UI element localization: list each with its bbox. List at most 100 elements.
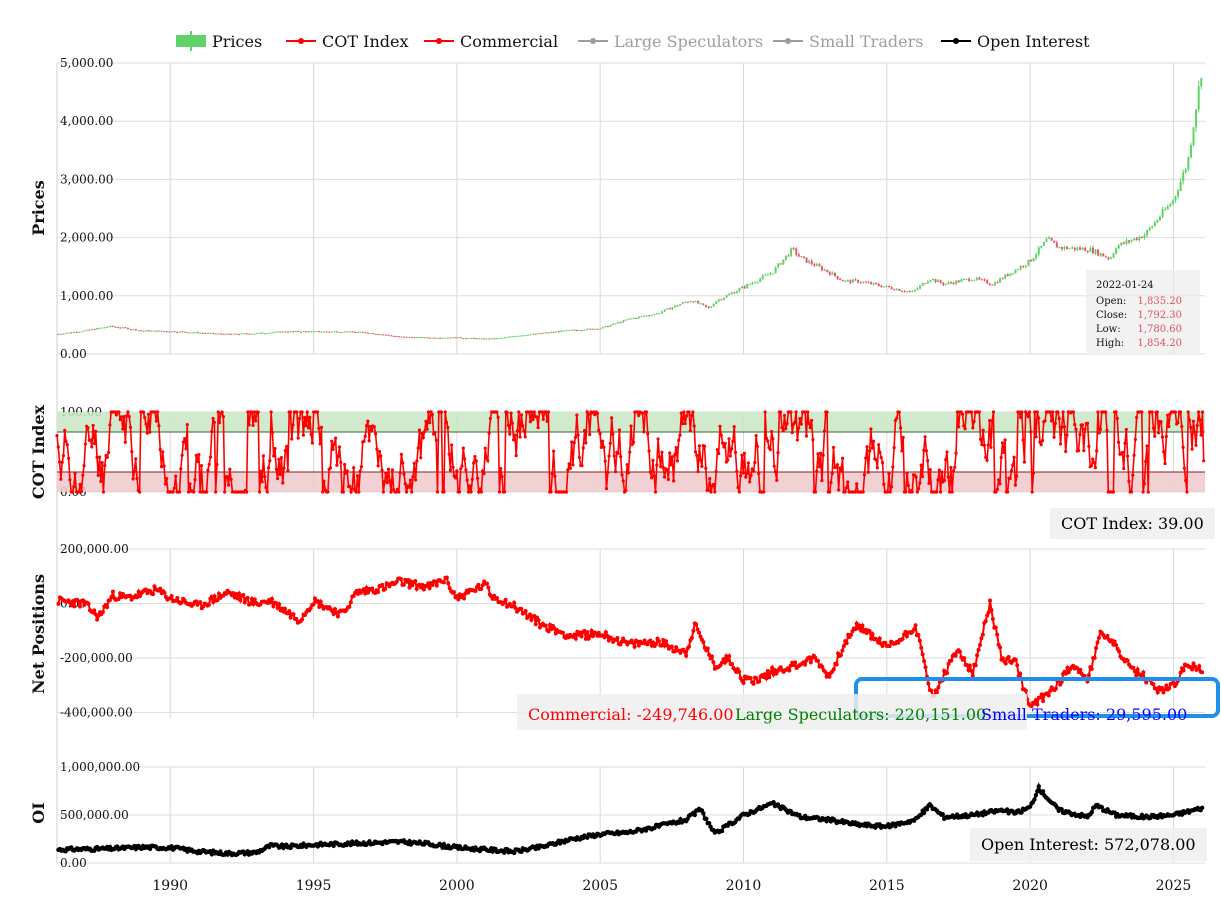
cot-point — [1132, 453, 1136, 457]
commercial-point — [248, 601, 253, 606]
candle-body — [741, 286, 744, 289]
candle-body — [243, 333, 246, 335]
commercial-point — [979, 636, 984, 641]
candle-body — [498, 338, 501, 340]
cot-point — [1049, 419, 1054, 423]
commercial-point — [1035, 702, 1040, 707]
cot-point — [1058, 442, 1063, 446]
commercial-point — [1178, 670, 1183, 675]
candle-body — [191, 332, 194, 334]
cot-point — [914, 475, 918, 479]
legend-item-small-traders[interactable]: Small Traders — [773, 29, 923, 53]
cot-point — [840, 456, 845, 460]
cot-point — [411, 475, 415, 479]
commercial-point — [1000, 656, 1005, 661]
commercial-point — [280, 606, 285, 611]
legend-item-prices[interactable]: Prices — [176, 29, 262, 53]
commercial-point — [77, 604, 82, 609]
y-tick-label: 500,000.00 — [60, 808, 129, 822]
commercial-point — [945, 670, 950, 675]
candle-body — [62, 333, 65, 335]
cot-point — [541, 417, 545, 421]
candle-body — [227, 333, 230, 335]
candle-body — [640, 316, 643, 318]
legend-item-open-interest[interactable]: Open Interest — [941, 29, 1090, 53]
candle-body — [354, 331, 357, 333]
cot-point — [816, 452, 820, 456]
cot-point — [651, 458, 655, 462]
candle-body — [382, 334, 385, 336]
candle-body — [356, 332, 359, 334]
cot-point — [923, 435, 927, 439]
cot-point — [1127, 479, 1131, 483]
commercial-point — [920, 652, 925, 657]
candle-body — [813, 264, 816, 266]
commercial-point — [380, 582, 385, 587]
candle-body — [926, 281, 929, 284]
cot-point — [88, 438, 93, 442]
candle-body — [485, 338, 488, 340]
commercial-point — [977, 642, 982, 647]
cot-point — [602, 445, 606, 449]
cot-point — [188, 482, 192, 486]
commercial-point — [1041, 699, 1046, 704]
cot-point — [254, 419, 258, 423]
candle-body — [663, 309, 666, 312]
cot-point — [775, 478, 779, 482]
cot-point — [799, 422, 803, 426]
candle-body — [975, 277, 978, 280]
commercial-point — [962, 656, 967, 661]
commercial-point — [970, 673, 975, 678]
cot-point — [1116, 440, 1121, 444]
open-interest-point — [441, 841, 447, 847]
legend-item-commercial[interactable]: Commercial — [424, 29, 558, 53]
cot-point — [144, 422, 148, 426]
cot-point — [1155, 410, 1159, 414]
candle-body — [343, 331, 346, 333]
commercial-point — [823, 669, 828, 674]
cot-point — [192, 490, 196, 494]
cot-point — [653, 490, 658, 494]
cot-point — [318, 442, 322, 446]
commercial-point — [162, 590, 167, 595]
commercial-point — [615, 635, 620, 640]
cot-point — [648, 470, 652, 474]
commercial-point — [606, 638, 611, 643]
cot-point — [997, 478, 1001, 482]
candle-body — [207, 332, 210, 334]
commercial-point — [973, 663, 978, 668]
candle-body — [795, 248, 798, 255]
cot-point — [86, 426, 90, 430]
cot-point — [428, 421, 432, 425]
candle-body — [661, 311, 664, 314]
legend-item-cot-index[interactable]: COT Index — [286, 29, 408, 53]
candle-body — [439, 337, 442, 339]
commercial-point — [1114, 643, 1119, 648]
cot-point — [991, 410, 996, 414]
candle-body — [101, 327, 104, 329]
cot-point — [497, 490, 502, 494]
cot-point — [727, 437, 731, 441]
legend-item-large-speculators[interactable]: Large Speculators — [578, 29, 763, 53]
candle-body — [431, 337, 434, 339]
candle-body — [403, 336, 406, 338]
cot-point — [1048, 410, 1052, 414]
candle-body — [416, 337, 419, 339]
cot-point — [137, 490, 142, 494]
cot-point — [457, 490, 462, 494]
candle-body — [514, 336, 517, 338]
cot-point — [367, 439, 371, 443]
candle-body — [591, 328, 594, 330]
cot-point — [874, 458, 878, 462]
commercial-point — [152, 584, 157, 589]
commercial-point — [398, 577, 403, 582]
candle-body — [328, 331, 331, 333]
cot-point — [194, 453, 198, 457]
cot-point — [401, 461, 405, 465]
commercial-point — [725, 658, 730, 663]
y-tick-label: -400,000.00 — [60, 706, 133, 720]
cot-point — [77, 490, 81, 494]
cot-point — [277, 457, 281, 461]
commercial-point — [880, 643, 885, 648]
